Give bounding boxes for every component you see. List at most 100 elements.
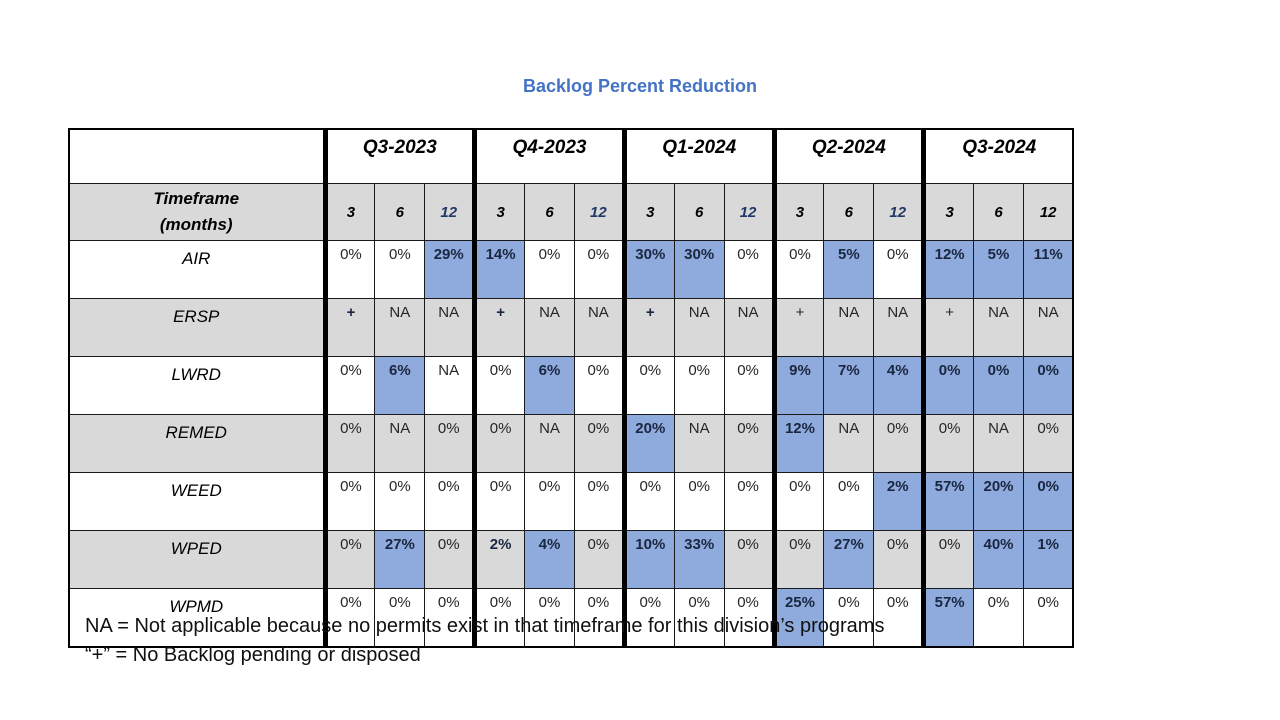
value-cell: 0% <box>472 472 526 531</box>
value-cell: 10% <box>621 530 675 589</box>
value-cell: 14% <box>472 240 526 299</box>
value-cell: 0% <box>921 356 975 415</box>
value-cell: + <box>771 298 825 357</box>
value-cell: NA <box>973 298 1024 357</box>
value-cell: 0% <box>1022 588 1074 648</box>
value-cell: 0% <box>322 414 376 473</box>
backlog-table: Q3-2023 Q4-2023 Q1-2024 Q2-2024 Q3-2024 Timef… <box>68 128 1075 648</box>
month-header: 12 <box>873 183 925 241</box>
value-cell: 0% <box>573 472 625 531</box>
value-cell: 27% <box>374 530 426 589</box>
value-cell: 0% <box>771 472 825 531</box>
value-cell: 0% <box>573 356 625 415</box>
value-cell: 20% <box>621 414 675 473</box>
value-cell: 0% <box>723 240 775 299</box>
value-cell: 0% <box>673 472 725 531</box>
value-cell: 0% <box>673 588 725 648</box>
value-cell: 29% <box>424 240 476 299</box>
value-cell: + <box>322 298 376 357</box>
value-cell: 0% <box>921 414 975 473</box>
table-row: LWRD 0% 6% NA 0% 6% 0% 0% 0% 0% 9% 7% 4% 0% 0% 0% <box>68 356 1074 415</box>
value-cell: 0% <box>621 356 675 415</box>
value-cell: 12% <box>921 240 975 299</box>
value-cell: 0% <box>673 356 725 415</box>
value-cell: 0% <box>322 356 376 415</box>
value-cell: NA <box>823 414 875 473</box>
quarter-header: Q4-2023 <box>472 128 625 184</box>
page-title: Backlog Percent Reduction <box>522 76 758 96</box>
month-header: 6 <box>524 183 575 241</box>
month-header: 3 <box>472 183 526 241</box>
value-cell: 0% <box>472 588 526 648</box>
quarter-header: Q1-2024 <box>621 128 775 184</box>
table-row: ERSP + NA NA + NA NA + NA NA + NA NA + NA NA <box>68 298 1074 357</box>
value-cell: 7% <box>823 356 875 415</box>
table-row: WPMD 0% 0% 0% 0% 0% 0% 0% 0% 0% 25% 0% 0% 57% 0% 0% <box>68 588 1074 648</box>
month-header: 12 <box>573 183 625 241</box>
month-header: 6 <box>973 183 1024 241</box>
value-cell: 0% <box>723 356 775 415</box>
row-label: WPED <box>68 530 326 589</box>
value-cell: 0% <box>573 588 625 648</box>
timeframe-header-row: Timeframe (months) 3 6 12 3 6 12 3 6 12 3 6 12 3 6 12 <box>68 183 1074 241</box>
quarter-header: Q2-2024 <box>771 128 925 184</box>
timeframe-header: Timeframe (months) <box>68 183 326 241</box>
value-cell: 0% <box>374 240 426 299</box>
value-cell: + <box>921 298 975 357</box>
value-cell: NA <box>573 298 625 357</box>
row-label: WEED <box>68 472 326 531</box>
value-cell: 25% <box>771 588 825 648</box>
value-cell: 4% <box>873 356 925 415</box>
value-cell: 0% <box>1022 414 1074 473</box>
corner-cell <box>68 128 326 184</box>
value-cell: 0% <box>771 240 825 299</box>
value-cell: 0% <box>723 414 775 473</box>
value-cell: 0% <box>873 240 925 299</box>
quarter-header: Q3-2023 <box>322 128 476 184</box>
value-cell: 0% <box>524 472 575 531</box>
value-cell: NA <box>873 298 925 357</box>
row-label: WPMD <box>68 588 326 648</box>
table-row: WEED 0% 0% 0% 0% 0% 0% 0% 0% 0% 0% 0% 2% 57% 20% 0% <box>68 472 1074 531</box>
value-cell: 0% <box>621 588 675 648</box>
value-cell: 0% <box>723 472 775 531</box>
value-cell: + <box>472 298 526 357</box>
value-cell: 2% <box>472 530 526 589</box>
value-cell: 0% <box>1022 356 1074 415</box>
value-cell: 0% <box>621 472 675 531</box>
row-label: ERSP <box>68 298 326 357</box>
table-header: Q3-2023 Q4-2023 Q1-2024 Q2-2024 Q3-2024 Timef… <box>68 128 1074 241</box>
month-header: 12 <box>1022 183 1074 241</box>
value-cell: NA <box>374 414 426 473</box>
value-cell: 0% <box>973 588 1024 648</box>
value-cell: 0% <box>873 588 925 648</box>
value-cell: 0% <box>973 356 1024 415</box>
value-cell: 0% <box>322 240 376 299</box>
value-cell: 0% <box>374 472 426 531</box>
value-cell: 5% <box>823 240 875 299</box>
value-cell: 0% <box>374 588 426 648</box>
value-cell: 0% <box>472 356 526 415</box>
value-cell: 0% <box>424 414 476 473</box>
month-header: 6 <box>673 183 725 241</box>
value-cell: 0% <box>424 530 476 589</box>
value-cell: 0% <box>524 240 575 299</box>
month-header: 6 <box>823 183 875 241</box>
value-cell: 9% <box>771 356 825 415</box>
quarter-header-row: Q3-2023 Q4-2023 Q1-2024 Q2-2024 Q3-2024 <box>68 128 1074 184</box>
value-cell: 27% <box>823 530 875 589</box>
value-cell: 11% <box>1022 240 1074 299</box>
value-cell: NA <box>424 298 476 357</box>
value-cell: + <box>621 298 675 357</box>
footnote-na: NA = Not applicable because no permits e… <box>85 615 885 637</box>
value-cell: 0% <box>823 588 875 648</box>
value-cell: NA <box>673 414 725 473</box>
value-cell: 40% <box>973 530 1024 589</box>
month-header: 6 <box>374 183 426 241</box>
table-row: WPED 0% 27% 0% 2% 4% 0% 10% 33% 0% 0% 27% 0% 0% 40% 1% <box>68 530 1074 589</box>
value-cell: 4% <box>524 530 575 589</box>
value-cell: 0% <box>424 472 476 531</box>
value-cell: 0% <box>1022 472 1074 531</box>
value-cell: 0% <box>472 414 526 473</box>
value-cell: 0% <box>873 414 925 473</box>
